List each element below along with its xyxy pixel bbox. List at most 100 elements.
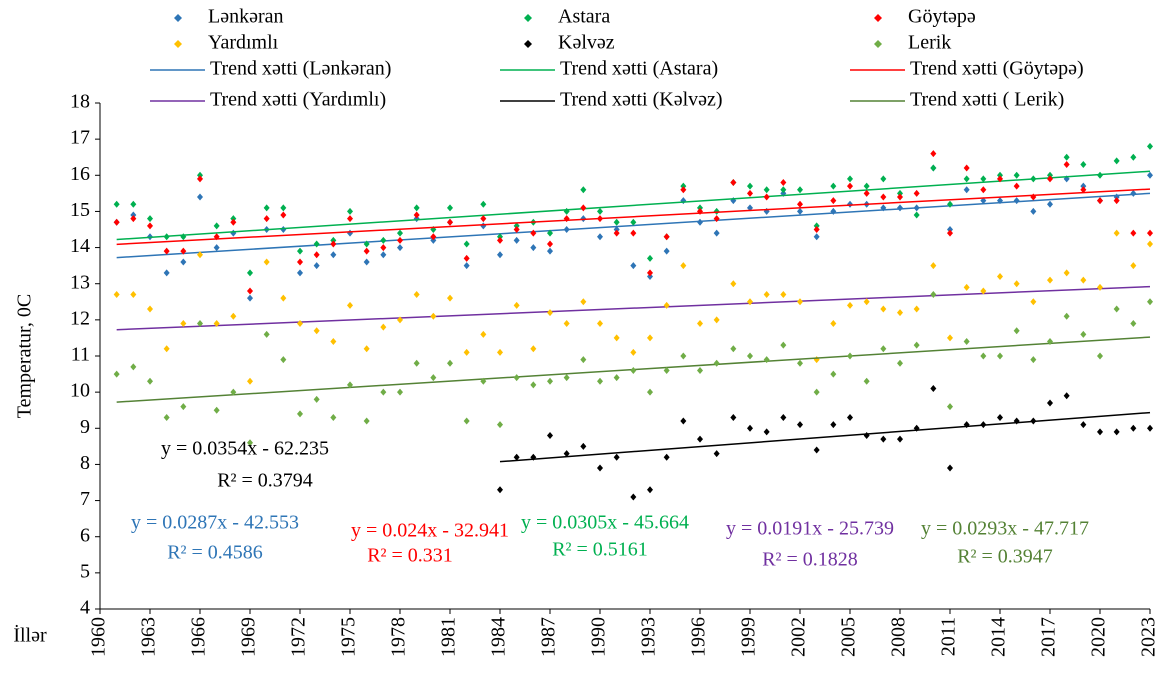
x-tick-label: 2011 (938, 617, 960, 656)
data-point (563, 207, 570, 215)
data-point (897, 189, 903, 197)
legend-label: Lerik (908, 32, 951, 54)
data-point (830, 182, 837, 190)
data-point (880, 345, 887, 353)
data-point (980, 421, 987, 429)
data-point (897, 359, 903, 367)
data-point (713, 207, 720, 215)
data-point (597, 464, 603, 472)
data-point (980, 175, 987, 183)
trend-line (116, 188, 1151, 246)
data-point (363, 345, 370, 353)
y-tick-label: 12 (70, 307, 90, 329)
data-point (230, 312, 237, 320)
data-point (347, 207, 353, 215)
data-point (313, 395, 320, 403)
y-tick-label: 4 (80, 597, 90, 619)
data-point (163, 233, 170, 241)
data-point (580, 298, 587, 306)
data-point (347, 229, 353, 237)
data-point (313, 262, 320, 270)
data-point (980, 287, 987, 295)
y-tick-label: 9 (80, 416, 90, 438)
data-point (1030, 356, 1037, 364)
data-point (847, 413, 853, 421)
data-point (530, 229, 537, 237)
data-point (680, 186, 687, 194)
data-point (1047, 276, 1053, 284)
data-point (797, 298, 803, 306)
data-point (163, 413, 170, 421)
data-point (563, 450, 570, 458)
y-tick-label: 6 (80, 524, 90, 546)
x-tick-label: 1960 (88, 617, 110, 657)
trend-line (116, 170, 1151, 241)
data-point (197, 319, 203, 327)
data-point (1030, 298, 1037, 306)
data-point (480, 200, 487, 208)
data-point (1097, 352, 1103, 360)
data-point (897, 435, 903, 443)
data-point (380, 236, 387, 244)
data-point (297, 258, 303, 266)
legend-label: Kəlvəz (558, 32, 615, 54)
data-point (880, 193, 887, 201)
data-point (780, 413, 787, 421)
data-point (1113, 193, 1120, 201)
data-point (513, 236, 520, 244)
data-point (613, 453, 620, 461)
data-point (747, 352, 753, 360)
data-point (947, 464, 953, 472)
data-point (413, 204, 420, 212)
data-point (363, 258, 370, 266)
data-point (613, 218, 620, 226)
data-point (280, 204, 287, 212)
data-point (213, 233, 220, 241)
data-point (330, 251, 337, 259)
data-point (597, 377, 603, 385)
data-point (180, 258, 187, 266)
data-point (780, 186, 787, 194)
x-tick-label: 1963 (138, 617, 160, 657)
data-point (697, 207, 703, 215)
data-point (563, 215, 570, 223)
data-point (1030, 175, 1037, 183)
trend-equation: R² = 0.3947 (957, 546, 1053, 568)
x-tick-label: 2023 (1138, 617, 1160, 657)
data-point (597, 233, 603, 241)
data-point (113, 200, 120, 208)
data-point (1063, 153, 1070, 161)
data-point (147, 215, 153, 223)
data-point (197, 193, 203, 201)
data-point (1013, 417, 1020, 425)
data-point (813, 226, 820, 233)
data-point (313, 327, 320, 335)
data-point (130, 291, 137, 299)
data-point (547, 240, 553, 248)
data-point (847, 175, 853, 183)
data-point (647, 272, 653, 280)
data-point (547, 229, 553, 237)
data-point (830, 197, 837, 205)
trend-equation: R² = 0.5161 (552, 539, 648, 561)
x-tick-label: 2014 (988, 617, 1010, 657)
data-point (847, 301, 853, 309)
data-point (930, 291, 937, 299)
data-point (797, 359, 803, 367)
data-point (1130, 424, 1137, 432)
data-point (1080, 186, 1087, 194)
legend-marker (524, 14, 532, 22)
data-point (930, 150, 937, 158)
data-point (913, 204, 920, 212)
trend-line (499, 411, 1151, 463)
data-point (630, 366, 637, 374)
data-point (1130, 189, 1137, 197)
data-point (913, 305, 920, 313)
data-point (497, 236, 503, 244)
data-point (680, 197, 687, 205)
data-point (963, 338, 970, 346)
trend-equation: y = 0.0191x - 25.739 (726, 518, 894, 540)
data-point (1113, 229, 1120, 237)
data-point (863, 432, 870, 440)
data-point (230, 215, 237, 223)
